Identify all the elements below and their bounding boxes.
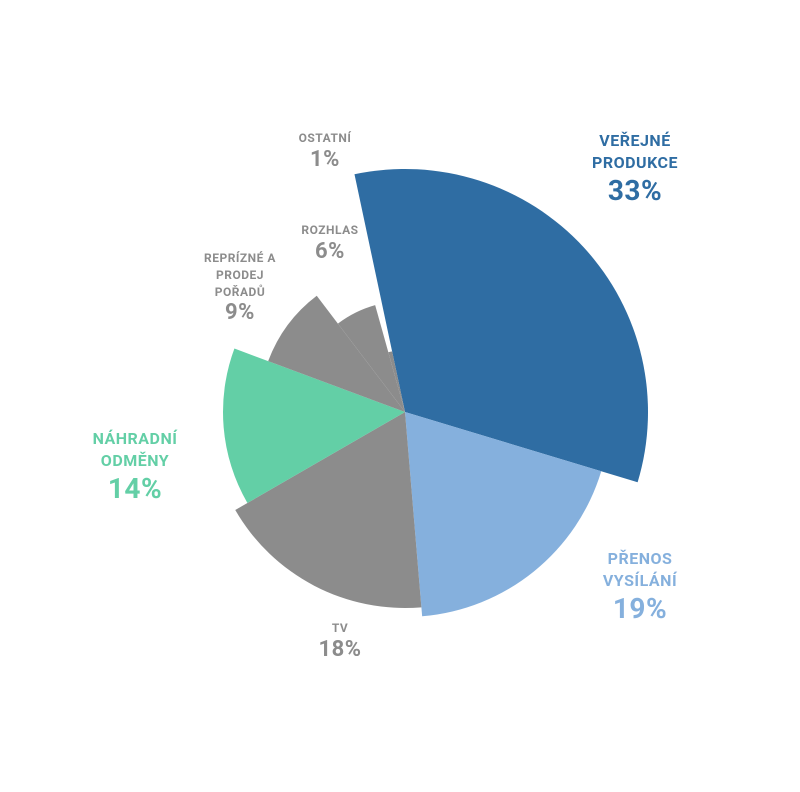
pie-slice bbox=[223, 348, 405, 503]
value-label: 1% bbox=[310, 146, 340, 172]
slice-label: ROZHLAS 6% bbox=[280, 222, 380, 264]
category-label: PŘENOS VYSÍLÁNÍ bbox=[602, 549, 678, 591]
category-label: ROZHLAS bbox=[301, 223, 359, 237]
category-label: NÁHRADNÍ ODMĚNY bbox=[92, 429, 178, 471]
category-label: VEŘEJNÉ PRODUKCE bbox=[592, 131, 678, 173]
value-label: 19% bbox=[612, 591, 668, 625]
value-label: 18% bbox=[318, 636, 362, 662]
value-label: 33% bbox=[607, 173, 663, 207]
pie-slice bbox=[337, 305, 405, 412]
value-label: 6% bbox=[315, 238, 345, 264]
category-label: OSTATNÍ bbox=[298, 131, 352, 145]
pie-slice bbox=[268, 295, 405, 412]
slice-label: NÁHRADNÍ ODMĚNY 14% bbox=[80, 428, 190, 505]
slice-label: PŘENOS VYSÍLÁNÍ 19% bbox=[585, 548, 695, 625]
value-label: 9% bbox=[225, 300, 255, 326]
slice-label: VEŘEJNÉ PRODUKCE 33% bbox=[575, 130, 695, 207]
pie-slice bbox=[405, 412, 602, 617]
pie-slice bbox=[388, 351, 405, 412]
slice-label: TV 18% bbox=[290, 620, 390, 662]
category-label: TV bbox=[331, 621, 349, 635]
pie-slice bbox=[354, 168, 649, 483]
value-label: 14% bbox=[107, 471, 163, 505]
slice-label: OSTATNÍ 1% bbox=[275, 130, 375, 172]
slice-label: REPRÍZNÉ A PRODEJ POŘADŮ 9% bbox=[203, 250, 278, 326]
pie-slice bbox=[235, 412, 422, 608]
category-label: REPRÍZNÉ A PRODEJ POŘADŮ bbox=[204, 251, 276, 299]
